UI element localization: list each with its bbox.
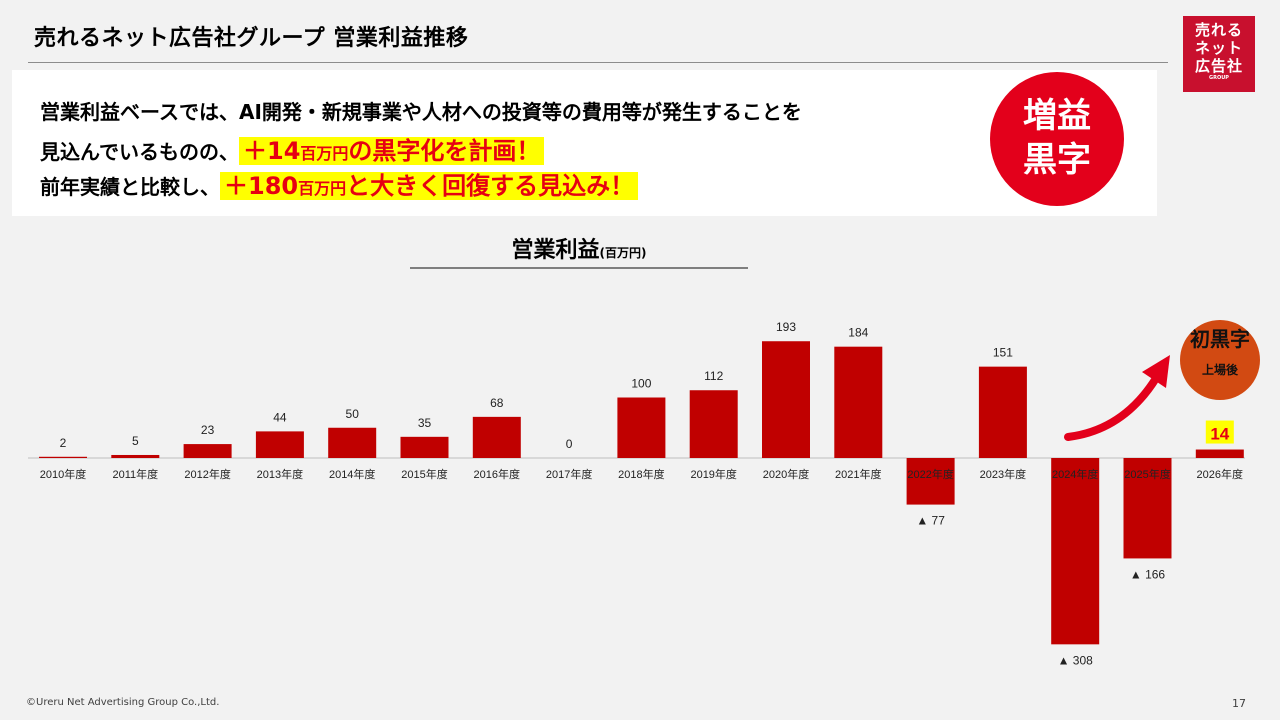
category-label-2021年度: 2021年度: [835, 467, 881, 481]
value-label-2021年度: 184: [848, 326, 868, 340]
message-line-3: 前年実績と比較し、 ＋180百万円と大きく回復する見込み！: [40, 166, 639, 201]
company-logo: 売れる ネット 広告社 GROUP: [1183, 16, 1255, 92]
bar-2011年度: [111, 454, 160, 458]
category-label-2012年度: 2012年度: [184, 467, 230, 481]
bar-2021年度: [834, 346, 883, 458]
category-label-2015年度: 2015年度: [401, 467, 447, 481]
message-line-1: 営業利益ベースでは、AI開発・新規事業や人材への投資等の費用等が発生することを: [40, 96, 802, 125]
logo-line-4: GROUP: [1209, 75, 1229, 81]
category-label-2022年度: 2022年度: [907, 467, 953, 481]
title-divider: [28, 62, 1168, 63]
value-label-2025年度: ▲ 166: [1130, 567, 1166, 581]
category-label-2018年度: 2018年度: [618, 467, 664, 481]
category-label-2014年度: 2014年度: [329, 467, 375, 481]
bar-2010年度: [39, 456, 87, 458]
value-label-2020年度: 193: [776, 320, 796, 334]
line3-hl-unit: 百万円: [298, 179, 347, 198]
bar-2015年度: [400, 436, 449, 458]
bar-2019年度: [689, 390, 738, 458]
value-label-2012年度: 23: [201, 423, 215, 437]
category-label-2026年度: 2026年度: [1197, 467, 1243, 481]
value-label-2015年度: 35: [418, 416, 432, 430]
bar-group: 2 2010年度 5 2011年度 23 2012年度 44 2013年度 50 2014年度 35…: [39, 320, 1244, 667]
value-label-2014年度: 50: [346, 407, 360, 421]
line2-hl-number: ＋14: [243, 137, 301, 165]
chart-unit: (百万円): [599, 246, 647, 260]
value-label-2023年度: 151: [993, 346, 1013, 360]
value-label-2026年度: 14: [1210, 425, 1229, 444]
bar-2025年度: [1123, 458, 1172, 559]
value-label-2011年度: 5: [132, 434, 139, 448]
line3-hl-number: ＋180: [224, 172, 299, 200]
category-label-2010年度: 2010年度: [40, 467, 86, 481]
value-label-2010年度: 2: [60, 436, 67, 450]
value-label-2018年度: 100: [631, 377, 651, 391]
badge-line-2: 黒字: [1023, 140, 1091, 180]
bar-2012年度: [183, 444, 232, 458]
category-label-2019年度: 2019年度: [690, 467, 736, 481]
category-label-2017年度: 2017年度: [546, 467, 592, 481]
bar-2018年度: [617, 397, 666, 458]
profit-badge: 増益 黒字: [990, 72, 1124, 206]
category-label-2013年度: 2013年度: [257, 467, 303, 481]
line2-hl-text: の黒字化を計画！: [348, 137, 541, 165]
chart-title: 営業利益(百万円): [410, 232, 748, 264]
badge-line-1: 増益: [1023, 96, 1091, 136]
message-line-2-highlight: ＋14百万円の黒字化を計画！: [239, 137, 545, 165]
value-label-2016年度: 68: [490, 396, 504, 410]
copyright: ©Ureru Net Advertising Group Co.,Ltd.: [26, 697, 220, 708]
category-label-2023年度: 2023年度: [980, 467, 1026, 481]
logo-line-3: 広告社: [1194, 57, 1243, 75]
bar-2026年度: [1195, 449, 1244, 458]
message-line-3-prefix: 前年実績と比較し、: [40, 175, 220, 199]
logo-line-2: ネット: [1194, 39, 1243, 57]
category-label-2024年度: 2024年度: [1052, 467, 1098, 481]
line3-hl-text: と大きく回復する見込み！: [346, 172, 635, 200]
message-line-1-text: 営業利益ベースでは、AI開発・新規事業や人材への投資等の費用等が発生することを: [40, 100, 802, 124]
seal-text-top: 上場後: [1201, 363, 1238, 377]
value-label-2024年度: ▲ 308: [1058, 653, 1094, 667]
value-label-2013年度: 44: [273, 410, 287, 424]
chart-title-text: 営業利益: [511, 238, 600, 263]
message-line-3-highlight: ＋180百万円と大きく回復する見込み！: [220, 172, 639, 200]
page-title: 売れるネット広告社グループ 営業利益推移: [34, 26, 469, 51]
seal-text-main: 初黒字: [1190, 327, 1250, 351]
message-box: 営業利益ベースでは、AI開発・新規事業や人材への投資等の費用等が発生することを …: [12, 70, 1157, 216]
category-label-2016年度: 2016年度: [474, 467, 520, 481]
highlight-label-bg: [1205, 420, 1234, 444]
category-label-2011年度: 2011年度: [112, 467, 158, 481]
bar-2023年度: [978, 366, 1027, 458]
value-label-2017年度: 0: [566, 437, 573, 451]
line2-hl-unit: 百万円: [300, 144, 349, 163]
message-line-2-prefix: 見込んでいるものの、: [40, 140, 239, 164]
bar-2016年度: [472, 416, 521, 458]
page-number: 17: [1232, 697, 1246, 710]
bar-2024年度: [1051, 458, 1100, 645]
growth-arrow-icon: [1064, 355, 1170, 441]
value-label-2019年度: 112: [704, 369, 723, 383]
logo-line-1: 売れる: [1194, 21, 1243, 39]
first-profit-seal: 初黒字 上場後: [1180, 320, 1260, 400]
chart-title-underline: [410, 267, 748, 269]
category-label-2020年度: 2020年度: [763, 467, 809, 481]
bar-2013年度: [255, 431, 304, 458]
bar-2022年度: [906, 458, 955, 505]
category-label-2025年度: 2025年度: [1124, 467, 1170, 481]
bar-2020年度: [762, 341, 810, 458]
bar-2014年度: [328, 427, 377, 458]
message-line-2: 見込んでいるものの、 ＋14百万円の黒字化を計画！: [40, 131, 545, 166]
value-label-2022年度: ▲ 77: [916, 514, 945, 528]
